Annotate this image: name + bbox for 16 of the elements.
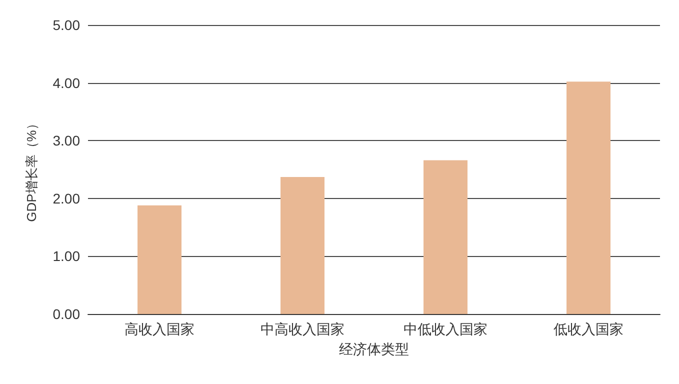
- y-tick-label: 0.00: [52, 306, 80, 322]
- y-tick-label: 4.00: [52, 74, 80, 91]
- y-tick-label: 2.00: [52, 190, 80, 206]
- bar: [566, 82, 610, 314]
- x-tick-label: 中低收入国家: [404, 321, 488, 337]
- y-axis-title: GDP增长率（%）: [24, 117, 39, 222]
- y-tick-label: 5.00: [52, 17, 80, 33]
- y-tick-label: 3.00: [52, 132, 80, 149]
- x-tick-label: 低收入国家: [554, 321, 624, 337]
- bar: [280, 177, 324, 314]
- x-tick-label: 中高收入国家: [260, 321, 344, 337]
- bar: [424, 160, 468, 314]
- y-tick-label: 1.00: [52, 248, 80, 264]
- x-tick-label: 高收入国家: [124, 321, 194, 337]
- x-axis-title: 经济体类型: [339, 341, 409, 357]
- bar: [138, 205, 182, 314]
